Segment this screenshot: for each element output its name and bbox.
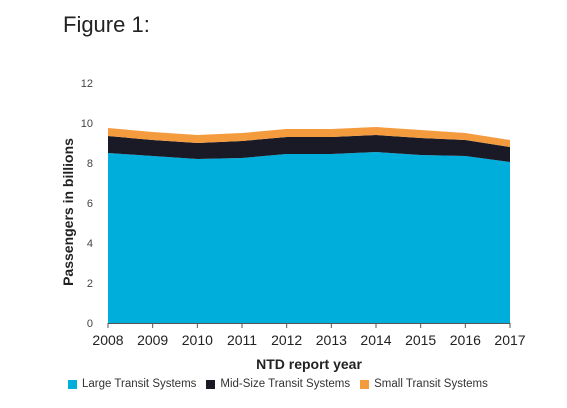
y-tick-label: 0 (87, 318, 93, 330)
chart-legend: Large Transit Systems Mid-Size Transit Sy… (68, 378, 498, 390)
x-tick-label: 2011 (227, 332, 257, 348)
legend-swatch (68, 379, 77, 389)
y-tick-label: 10 (81, 118, 93, 130)
area-series-small-transit-systems (108, 127, 510, 147)
x-tick-label: 2017 (494, 332, 525, 348)
legend-item: Small Transit Systems (360, 378, 488, 390)
x-tick-label: 2013 (316, 332, 347, 348)
x-tick-label: 2010 (182, 332, 213, 348)
legend-label: Large Transit Systems (82, 378, 197, 390)
y-axis-tick-labels: 0 2 4 6 8 10 12 (81, 78, 93, 330)
legend-label: Small Transit Systems (374, 378, 488, 390)
figure-label: Figure 1: (63, 12, 150, 37)
area-series-mid-size-transit-systems (108, 135, 510, 162)
legend-swatch (360, 379, 370, 389)
x-tick-label: 2008 (92, 332, 123, 348)
x-tick-label: 2015 (405, 332, 436, 348)
x-tick-label: 2009 (137, 332, 168, 348)
y-tick-label: 12 (81, 78, 93, 90)
x-tick-label: 2012 (271, 332, 302, 348)
legend-item: Large Transit Systems (68, 378, 196, 390)
y-tick-label: 8 (87, 158, 93, 170)
legend-label: Mid-Size Transit Systems (220, 378, 351, 390)
legend-swatch (206, 379, 216, 389)
y-tick-label: 4 (87, 238, 93, 250)
chart-title: Figure 1: (63, 12, 543, 38)
legend-item: Mid-Size Transit Systems (206, 378, 350, 390)
x-axis-tick-labels: 2008 2009 2010 2011 2012 2013 2014 2015 2016 2017 (92, 323, 526, 348)
y-axis-label: Passengers in billions (60, 138, 76, 286)
area-series-large-transit-systems (108, 152, 510, 323)
y-tick-label: 2 (87, 278, 93, 290)
area-series-group (108, 127, 510, 323)
y-tick-label: 6 (87, 198, 93, 210)
x-axis-label: NTD report year (256, 356, 362, 372)
x-tick-label: 2014 (360, 332, 391, 348)
x-tick-label: 2016 (450, 332, 481, 348)
